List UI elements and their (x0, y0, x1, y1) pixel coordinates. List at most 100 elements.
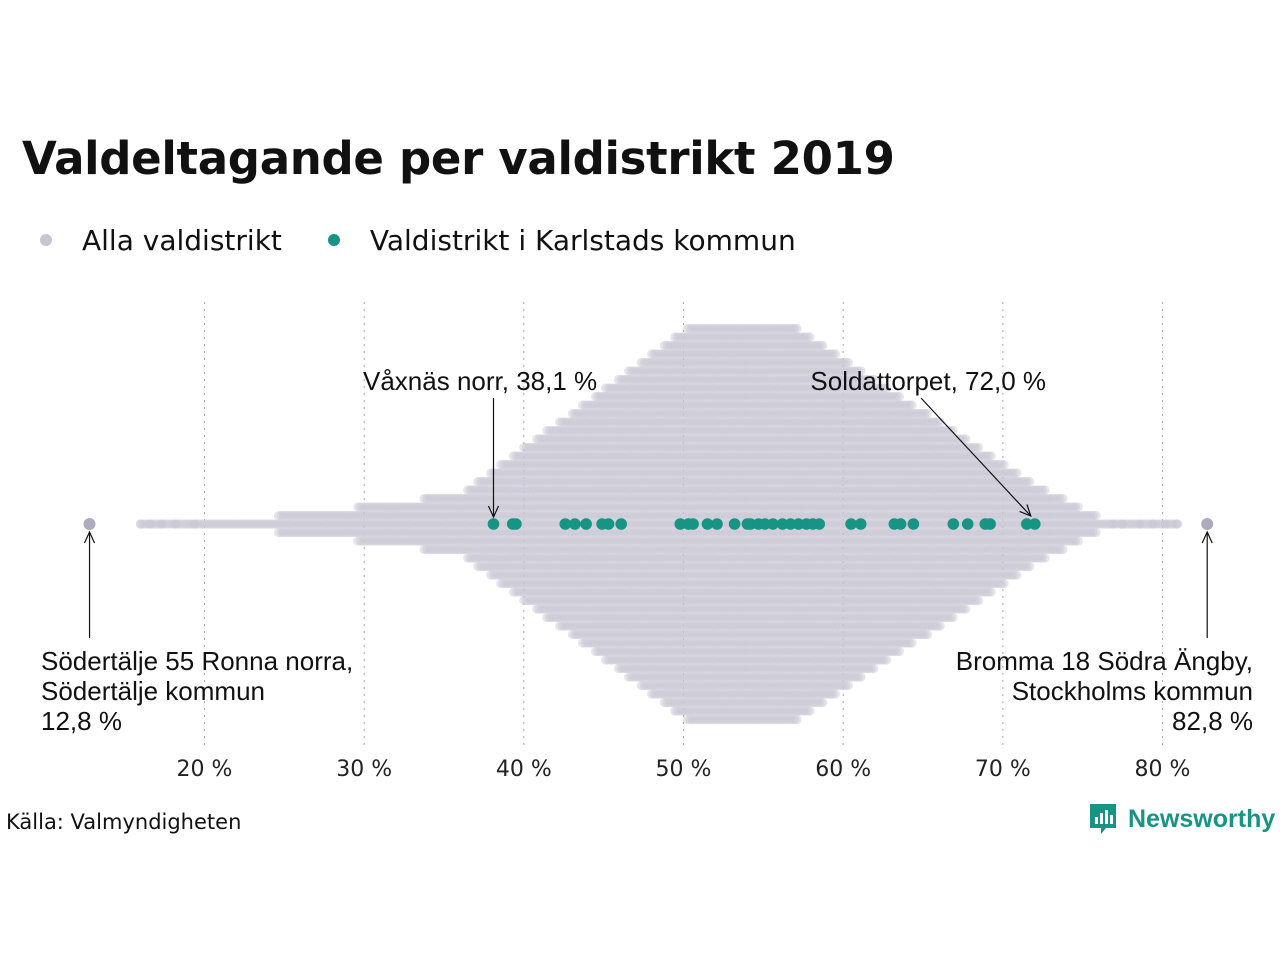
all-districts-point (381, 527, 391, 538)
all-districts-point (457, 527, 468, 538)
all-districts-point (496, 493, 506, 504)
all-districts-point (473, 502, 483, 512)
all-districts-point (440, 527, 450, 538)
all-districts-point (570, 595, 580, 606)
all-districts-point (404, 510, 414, 521)
all-districts-point (445, 519, 455, 529)
all-districts-point (537, 604, 547, 614)
all-districts-point (253, 519, 263, 529)
all-districts-point (447, 544, 457, 555)
all-districts-point (537, 468, 547, 478)
all-districts-point (409, 502, 419, 512)
all-districts-point (524, 451, 534, 461)
all-districts-point (578, 400, 588, 410)
all-districts-point (526, 485, 537, 495)
all-districts-point (355, 502, 365, 512)
all-districts-point (578, 408, 588, 419)
all-districts-point (207, 519, 217, 529)
all-districts-point (325, 519, 335, 529)
all-districts-point (532, 485, 542, 495)
all-districts-point (501, 476, 511, 487)
all-districts-point (164, 519, 174, 529)
all-districts-point (274, 519, 284, 529)
all-districts-point (552, 544, 562, 555)
all-districts-point (552, 434, 562, 444)
all-districts-point (578, 638, 588, 648)
all-districts-point (537, 587, 547, 597)
all-districts-point (567, 621, 578, 631)
all-districts-point (501, 485, 511, 495)
all-districts-point (434, 510, 445, 521)
all-districts-point (493, 570, 503, 580)
all-districts-point (493, 493, 503, 504)
all-districts-point (511, 459, 521, 470)
all-districts-point (521, 561, 532, 572)
all-districts-point (279, 527, 289, 538)
all-districts-point (353, 519, 363, 529)
all-districts-point (460, 502, 470, 512)
all-districts-point (506, 502, 516, 512)
all-districts-point (434, 536, 445, 546)
all-districts-point (506, 468, 516, 478)
all-districts-point (488, 570, 498, 580)
all-districts-point (475, 561, 485, 572)
all-districts-point (521, 519, 532, 529)
all-districts-point (501, 561, 511, 572)
all-districts-point (486, 570, 496, 580)
all-districts-point (580, 434, 590, 444)
all-districts-point (575, 451, 585, 461)
all-districts-point (534, 604, 544, 614)
all-districts-point (478, 519, 488, 529)
all-districts-point (478, 553, 488, 563)
all-districts-point (427, 493, 437, 504)
all-districts-point (506, 553, 516, 563)
all-districts-point (552, 468, 562, 478)
all-districts-point (465, 502, 475, 512)
all-districts-point (503, 468, 514, 478)
all-districts-point (544, 493, 555, 504)
all-districts-point (575, 595, 585, 606)
all-districts-point (327, 519, 337, 529)
all-districts-point (514, 587, 524, 597)
all-districts-point (508, 476, 519, 487)
all-districts-point (534, 434, 544, 444)
all-districts-point (549, 502, 560, 512)
all-districts-point (478, 476, 488, 487)
all-districts-point (429, 536, 439, 546)
all-districts-point (519, 502, 529, 512)
all-districts-point (475, 544, 485, 555)
all-districts-point (271, 519, 281, 529)
all-districts-point (320, 510, 330, 521)
all-districts-point (565, 612, 575, 623)
all-districts-point (337, 519, 348, 529)
all-districts-point (570, 459, 580, 470)
all-districts-point (373, 527, 383, 538)
all-districts-point (368, 536, 378, 546)
all-districts-point (399, 527, 409, 538)
all-districts-point (575, 468, 585, 478)
all-districts-point (539, 434, 549, 444)
all-districts-point (555, 459, 565, 470)
all-districts-point (519, 570, 529, 580)
all-districts-point (404, 536, 414, 546)
all-districts-point (539, 595, 549, 606)
all-districts-point (345, 519, 355, 529)
all-districts-point (572, 553, 583, 563)
all-districts-point (404, 502, 414, 512)
all-districts-point (498, 502, 508, 512)
all-districts-point (493, 527, 503, 538)
all-districts-point (353, 527, 363, 538)
all-districts-point (409, 536, 419, 546)
all-districts-point (383, 527, 393, 538)
all-districts-point (411, 510, 422, 521)
all-districts-point (470, 485, 480, 495)
all-districts-point (429, 519, 439, 529)
all-districts-point (565, 468, 575, 478)
all-districts-point (580, 451, 590, 461)
all-districts-point (501, 578, 511, 589)
all-districts-point (473, 476, 483, 487)
all-districts-point (524, 595, 534, 606)
all-districts-point (552, 476, 562, 487)
all-districts-point (557, 434, 567, 444)
all-districts-point (294, 527, 304, 538)
